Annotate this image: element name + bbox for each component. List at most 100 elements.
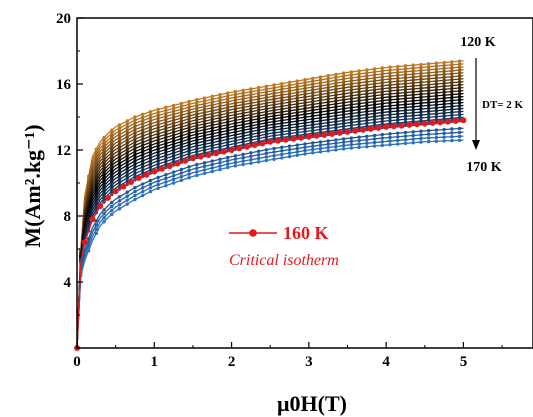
isotherm-point <box>218 98 222 103</box>
isotherm-point <box>280 124 284 128</box>
isotherm-point <box>117 174 122 178</box>
isotherm-point <box>272 97 276 101</box>
isotherm-point <box>102 164 106 169</box>
y-tick-label: 20 <box>56 11 71 27</box>
isotherm-point <box>195 162 199 167</box>
isotherm-point <box>164 123 168 128</box>
isotherm-point <box>372 91 377 95</box>
isotherm-point <box>457 89 462 93</box>
isotherm-point <box>264 118 269 122</box>
isotherm-point <box>295 87 299 92</box>
isotherm-point <box>110 160 114 165</box>
isotherm-point <box>140 156 145 160</box>
isotherm-point <box>156 153 160 157</box>
isotherm-point <box>233 135 238 140</box>
isotherm-curve <box>76 138 464 349</box>
isotherm-point <box>179 178 184 183</box>
isotherm-point <box>202 130 207 135</box>
isotherm-point <box>256 105 261 110</box>
critical-isotherm-point <box>128 179 135 186</box>
isotherm-point <box>388 98 392 102</box>
isotherm-point <box>365 109 369 114</box>
isotherm-point <box>195 147 199 151</box>
isotherm-point <box>287 151 292 155</box>
isotherm-point <box>140 143 145 148</box>
isotherm-point <box>442 127 446 132</box>
isotherm-point <box>156 113 160 118</box>
isotherm-point <box>249 154 253 158</box>
isotherm-point <box>164 132 168 137</box>
isotherm-point <box>357 125 361 130</box>
isotherm-point <box>256 149 261 153</box>
isotherm-point <box>365 89 369 93</box>
isotherm-point <box>457 115 462 120</box>
isotherm-point <box>156 119 160 124</box>
isotherm-point <box>148 134 153 138</box>
isotherm-point <box>187 102 191 107</box>
isotherm-point <box>334 96 338 100</box>
x-axis-label: μ0H(T) <box>277 391 347 416</box>
isotherm-point <box>272 94 276 98</box>
isotherm-point <box>110 179 114 184</box>
isotherm-point <box>117 158 122 162</box>
isotherm-point <box>426 91 431 96</box>
isotherm-curve <box>76 83 464 349</box>
isotherm-point <box>117 177 122 182</box>
critical-isotherm-point <box>251 142 258 149</box>
isotherm-point <box>233 144 238 148</box>
isotherm-point <box>195 166 199 170</box>
isotherm-point <box>349 82 354 86</box>
isotherm-point <box>442 66 446 71</box>
isotherm-point <box>148 122 153 126</box>
y-axis-ticks: 4 8 12 16 20 <box>56 11 83 316</box>
isotherm-point <box>148 143 153 148</box>
isotherm-point <box>349 76 354 80</box>
isotherm-point <box>457 71 462 75</box>
isotherm-point <box>450 104 454 109</box>
isotherm-point <box>102 212 106 216</box>
isotherm-point <box>102 142 106 146</box>
isotherm-point <box>434 67 439 71</box>
isotherm-point <box>187 131 191 136</box>
isotherm-point <box>264 90 269 94</box>
isotherm-point <box>365 106 369 111</box>
isotherm-point <box>388 65 392 69</box>
isotherm-point <box>171 177 176 182</box>
isotherm-point <box>102 197 106 201</box>
isotherm-point <box>426 115 431 120</box>
isotherm-point <box>280 93 284 97</box>
isotherm-point <box>419 119 423 123</box>
isotherm-point <box>187 105 191 109</box>
isotherm-point <box>365 112 369 117</box>
isotherm-point <box>450 113 454 118</box>
isotherm-point <box>249 141 253 145</box>
isotherm-point <box>264 101 269 105</box>
isotherm-point <box>264 112 269 117</box>
isotherm-point <box>140 125 145 129</box>
isotherm-point <box>179 148 184 153</box>
isotherm-point <box>334 111 338 115</box>
isotherm-point <box>125 125 129 129</box>
x-tick-label: 0 <box>73 354 81 370</box>
isotherm-point <box>264 104 269 108</box>
isotherm-point <box>334 144 338 149</box>
isotherm-point <box>195 173 199 178</box>
isotherm-point <box>357 110 361 115</box>
isotherm-point <box>125 173 129 177</box>
isotherm-point <box>295 107 299 112</box>
isotherm-point <box>210 126 214 130</box>
isotherm-point <box>280 107 284 111</box>
isotherm-point <box>264 138 269 142</box>
y-axis-label: M(Am².kg⁻¹) <box>20 124 45 247</box>
isotherm-point <box>388 121 392 126</box>
isotherm-point <box>272 131 276 135</box>
isotherm-point <box>380 72 384 76</box>
critical-isotherm-series <box>74 117 467 351</box>
critical-isotherm-point <box>274 137 281 144</box>
critical-isotherm-point <box>135 175 142 182</box>
isotherm-point <box>102 171 106 175</box>
isotherm-point <box>434 106 439 110</box>
isotherm-point <box>117 126 122 130</box>
isotherm-curve <box>76 134 464 349</box>
isotherm-point <box>341 74 346 78</box>
